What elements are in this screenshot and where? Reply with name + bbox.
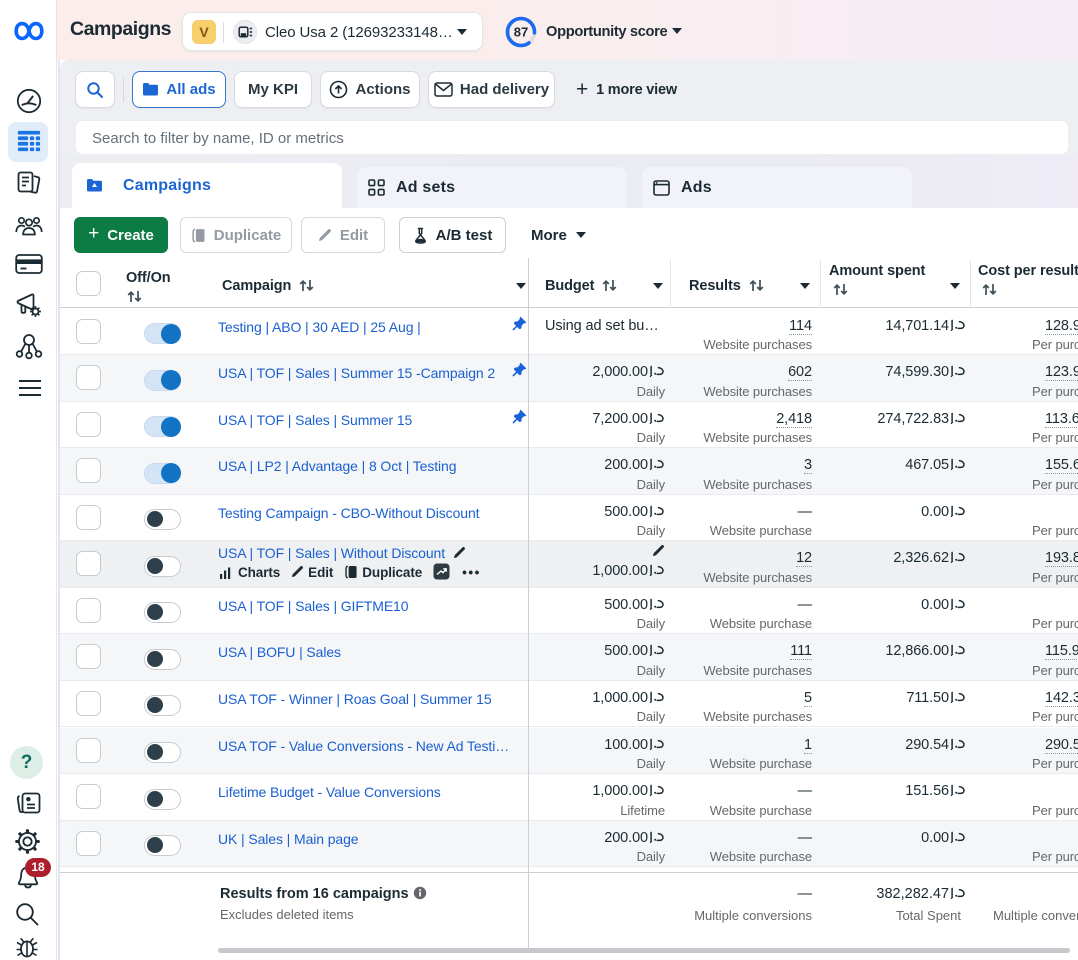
- svg-text:87: 87: [514, 25, 528, 40]
